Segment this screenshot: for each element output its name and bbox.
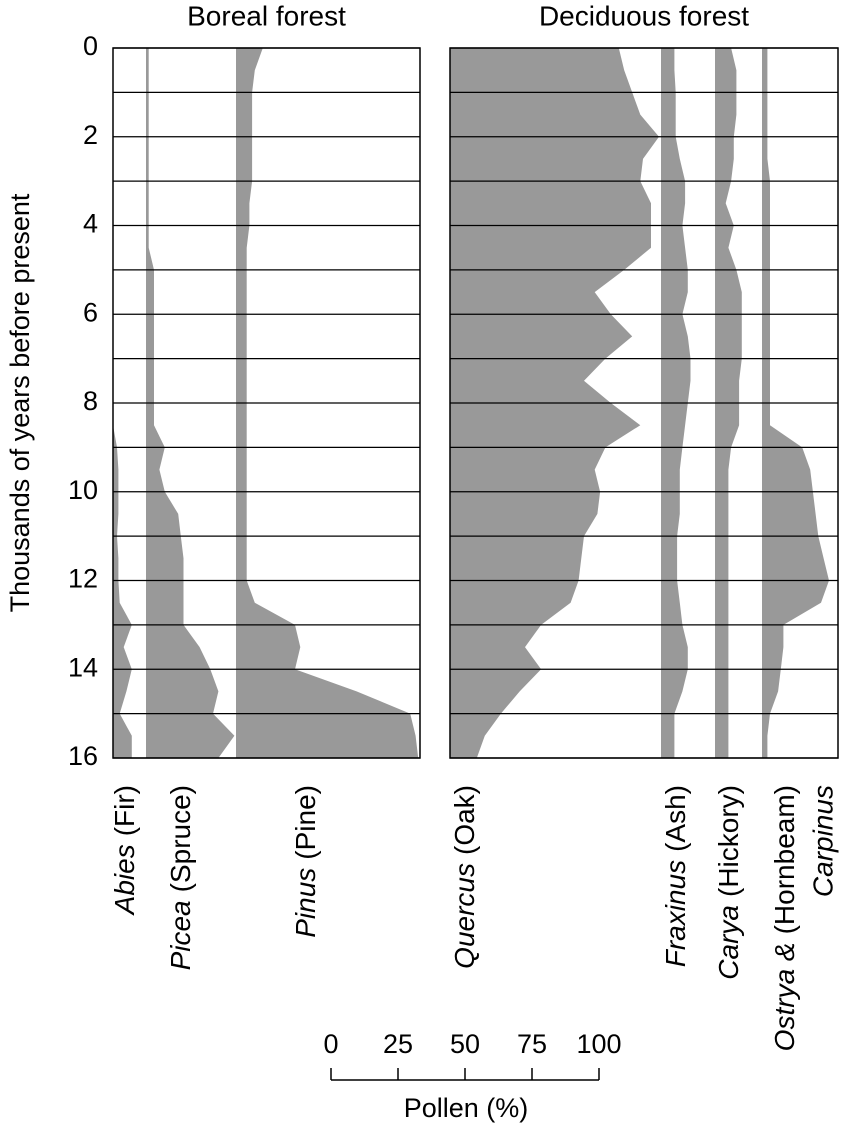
scale-tick-label: 75 bbox=[517, 1029, 547, 1059]
y-tick-label: 2 bbox=[83, 120, 98, 150]
y-tick-label: 16 bbox=[68, 741, 98, 771]
scale-tick-label: 25 bbox=[383, 1029, 413, 1059]
taxon-common: (Oak) bbox=[449, 785, 480, 855]
panel-frame bbox=[449, 47, 839, 759]
taxon-common: (Spruce) bbox=[165, 785, 196, 892]
taxon-genus: Picea bbox=[165, 900, 196, 970]
panel-title: Deciduous forest bbox=[539, 0, 749, 31]
taxon-label: Fraxinus (Ash) bbox=[660, 785, 691, 967]
taxon-genus: Ostrya & bbox=[769, 942, 800, 1051]
y-tick-label: 10 bbox=[68, 475, 98, 505]
y-tick-label: 6 bbox=[83, 297, 98, 327]
taxon-genus: Abies bbox=[109, 844, 140, 916]
panel-title: Boreal forest bbox=[187, 0, 346, 31]
taxon-label: Quercus (Oak) bbox=[449, 785, 480, 969]
taxon-genus: Carya bbox=[713, 905, 744, 980]
y-tick-label: 0 bbox=[83, 31, 98, 61]
taxon-label: Pinus (Pine) bbox=[290, 785, 321, 938]
taxon-common: (Pine) bbox=[290, 785, 321, 860]
taxon-common: (Ash) bbox=[660, 785, 691, 852]
scale-tick-label: 0 bbox=[323, 1029, 338, 1059]
y-axis-label: Thousands of years before present bbox=[5, 193, 35, 612]
taxon-label: Carya (Hickory) bbox=[713, 785, 744, 980]
y-tick-label: 4 bbox=[83, 209, 98, 239]
scale-tick-label: 100 bbox=[576, 1029, 621, 1059]
y-tick-label: 12 bbox=[68, 564, 98, 594]
panel-frame bbox=[112, 47, 421, 759]
y-tick-label: 8 bbox=[83, 386, 98, 416]
taxon-common: (Hornbeam) bbox=[769, 785, 800, 934]
taxon-common: (Fir) bbox=[109, 785, 140, 836]
taxon-label-line2: Carpinus bbox=[807, 785, 838, 897]
pollen-profile bbox=[236, 48, 419, 758]
taxon-common: (Hickory) bbox=[713, 785, 744, 897]
taxon-label: Ostrya & (Hornbeam) bbox=[769, 785, 800, 1051]
taxon-genus: Fraxinus bbox=[660, 860, 691, 967]
y-tick-label: 14 bbox=[68, 652, 98, 682]
taxon-label: Picea (Spruce) bbox=[165, 785, 196, 970]
scale-tick-label: 50 bbox=[450, 1029, 480, 1059]
taxon-genus: Pinus bbox=[290, 868, 321, 938]
x-axis-label: Pollen (%) bbox=[404, 1093, 529, 1123]
taxon-label: Abies (Fir) bbox=[109, 785, 140, 916]
taxon-genus: Quercus bbox=[449, 863, 480, 969]
